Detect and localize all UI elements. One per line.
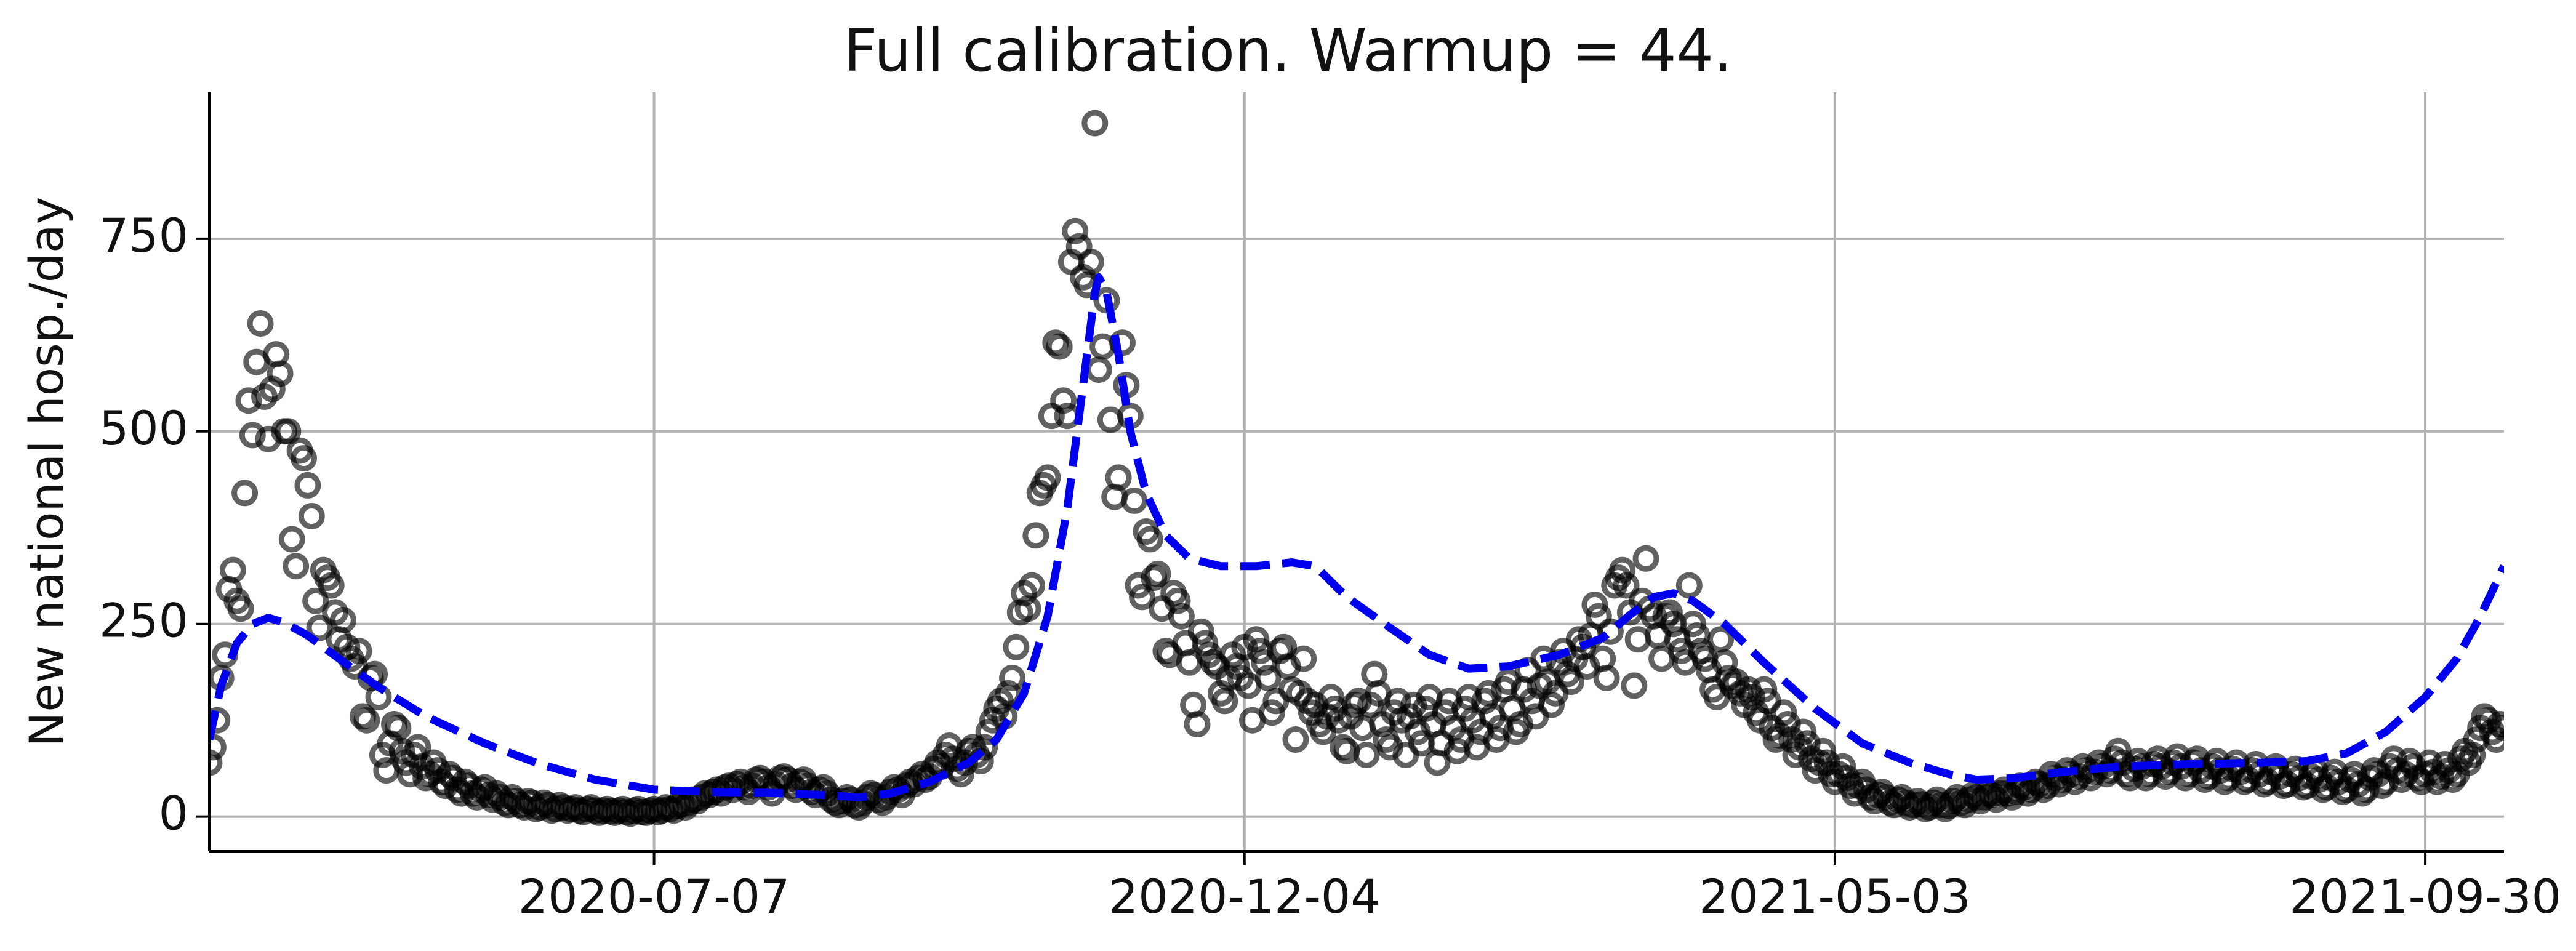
data-point [1014,595,1041,622]
data-point [1325,707,1352,734]
data-point [1581,591,1608,618]
data-point [353,707,380,734]
data-point [1184,711,1211,737]
data-point [1081,110,1109,137]
data-point [385,715,412,742]
data-point [2490,715,2504,742]
data-point [1046,333,1073,360]
data-point [1109,329,1136,356]
data-point [2459,742,2486,768]
data-point [1129,584,1155,611]
y-tick-label: 0 [159,786,188,841]
data-point [1593,664,1620,691]
data-point [1683,622,1711,649]
data-point [1254,664,1282,691]
x-tick-label: 2021-09-30 [2289,869,2561,924]
data-point [318,572,345,599]
data-point [1317,684,1344,711]
data-point [1050,387,1077,414]
data-point [298,503,325,529]
y-tick-label: 750 [99,208,188,263]
data-point [999,664,1025,691]
data-point [1711,649,1738,676]
data-point [239,422,266,449]
data-point [209,707,231,734]
x-tick-label: 2020-07-07 [518,869,790,924]
data-point [1656,599,1683,626]
data-point [1675,572,1703,599]
data-point [1085,356,1112,383]
model-fit-line [209,273,2504,801]
data-point [1136,526,1163,553]
data-point [1168,603,1195,630]
data-point [1790,718,1817,745]
data-point [1282,726,1309,753]
data-point [1613,572,1640,599]
data-point [278,526,305,553]
data-point [345,638,372,664]
data-point [1105,464,1132,491]
data-point [1621,672,1648,699]
data-point [1022,522,1049,549]
data-point [1290,645,1317,672]
data-point [1077,248,1104,275]
data-point [1144,560,1171,587]
data-point [209,749,223,776]
data-point [971,734,998,761]
data-point [329,607,356,633]
data-point [1034,464,1061,491]
data-point [995,680,1022,707]
data-point [219,556,246,584]
y-tick-label: 500 [99,401,188,455]
data-point [291,445,317,472]
data-point [1632,545,1659,572]
data-point [275,418,302,445]
data-point [227,595,254,622]
data-point [1609,556,1636,584]
observed-points [209,110,2504,827]
data-point [294,471,321,499]
data-point [283,553,310,580]
data-point [1121,487,1148,514]
data-point [1019,572,1045,599]
data-point [267,360,294,387]
data-point [1353,742,1380,768]
data-point [1680,611,1707,638]
data-point [247,310,274,337]
data-point [1330,734,1357,761]
data-point [302,587,329,614]
data-point [1770,699,1797,726]
data-point [1341,691,1368,718]
data-point [1259,699,1285,726]
chart-title: Full calibration. Warmup = 44. [843,17,1733,85]
x-tick-label: 2020-12-04 [1109,869,1381,924]
data-point [1597,618,1624,645]
data-point [1538,691,1565,718]
data-point [349,703,376,730]
data-point [1751,676,1778,703]
data-point [1042,329,1069,356]
data-point [306,614,333,641]
data-point [1164,587,1191,614]
data-point [235,387,262,414]
data-point [1003,633,1030,660]
data-point [1062,217,1089,244]
y-axis-label: New national hosp./day [19,196,74,747]
data-point [1187,618,1214,645]
x-tick-label: 2021-05-03 [1699,869,1971,924]
y-tick-label: 250 [99,593,188,648]
data-point [231,480,259,507]
